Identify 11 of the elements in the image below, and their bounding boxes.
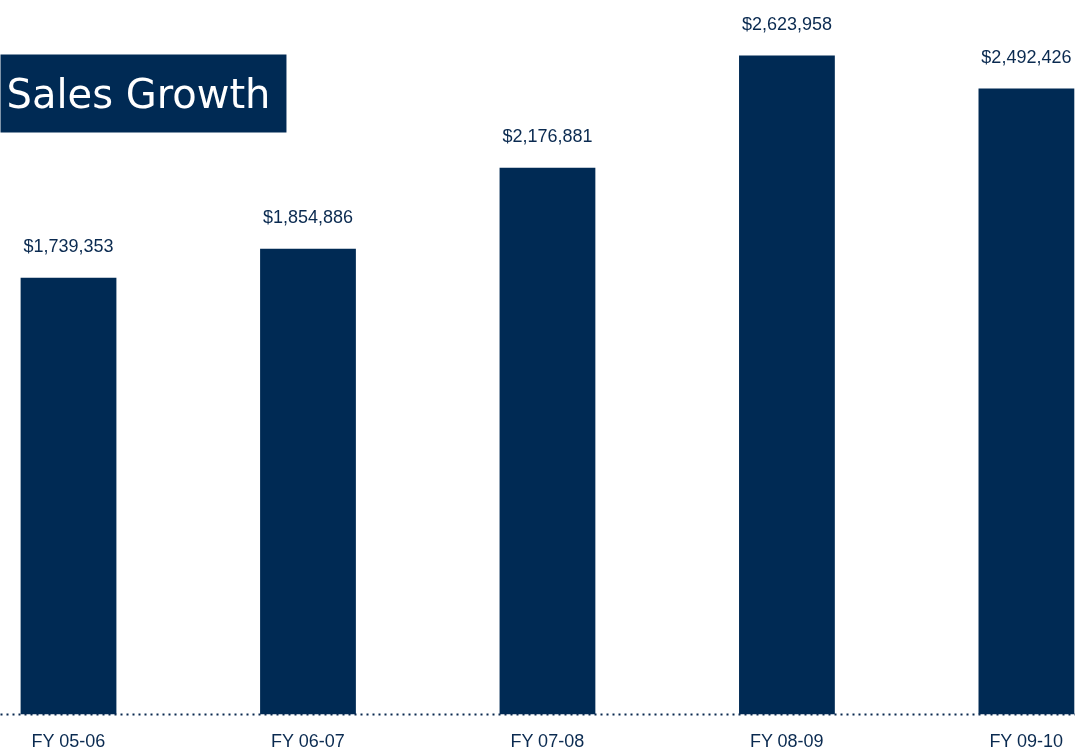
chart-title: Sales Growth — [6, 70, 271, 117]
data-label: $2,176,881 — [502, 125, 593, 146]
data-label: $2,623,958 — [741, 13, 832, 34]
data-label: $1,854,886 — [262, 206, 354, 227]
data-label: $2,492,426 — [981, 46, 1072, 67]
data-label: $1,739,353 — [23, 235, 114, 256]
x-tick-label: FY 08-09 — [749, 730, 824, 751]
x-tick-label: FY 09-10 — [989, 730, 1064, 751]
x-tick-label: FY 07-08 — [510, 730, 585, 751]
x-tick-label: FY 06-07 — [270, 730, 345, 751]
x-tick-label: FY 05-06 — [31, 730, 106, 751]
